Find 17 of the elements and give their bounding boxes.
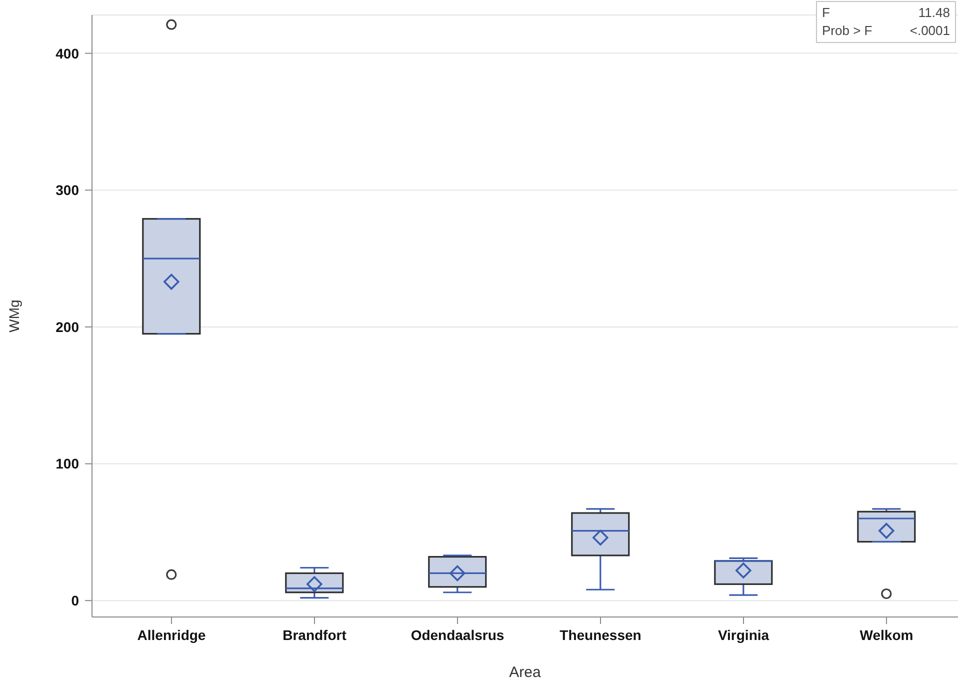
- y-tick-label: 100: [56, 456, 80, 472]
- x-tick-label: Allenridge: [137, 626, 206, 643]
- x-tick-label: Odendaalsrus: [410, 626, 504, 643]
- annotation: Prob > F: [822, 22, 872, 40]
- x-tick-label: Brandfort: [282, 626, 347, 643]
- y-tick-label: 400: [56, 45, 80, 62]
- y-axis-title: WMg: [6, 300, 22, 332]
- annotation: F: [822, 4, 830, 22]
- annotation: 11.48: [918, 4, 950, 22]
- y-tick-label: 200: [56, 318, 80, 335]
- x-axis-title: Area: [509, 664, 542, 681]
- y-tick-label: 300: [56, 182, 80, 198]
- annotation: <.0001: [910, 22, 950, 40]
- y-tick-label: 0: [71, 592, 80, 609]
- x-tick-label: Theunessen: [560, 626, 642, 643]
- x-tick-label: Welkom: [860, 626, 914, 643]
- x-tick-label: Virginia: [718, 626, 770, 643]
